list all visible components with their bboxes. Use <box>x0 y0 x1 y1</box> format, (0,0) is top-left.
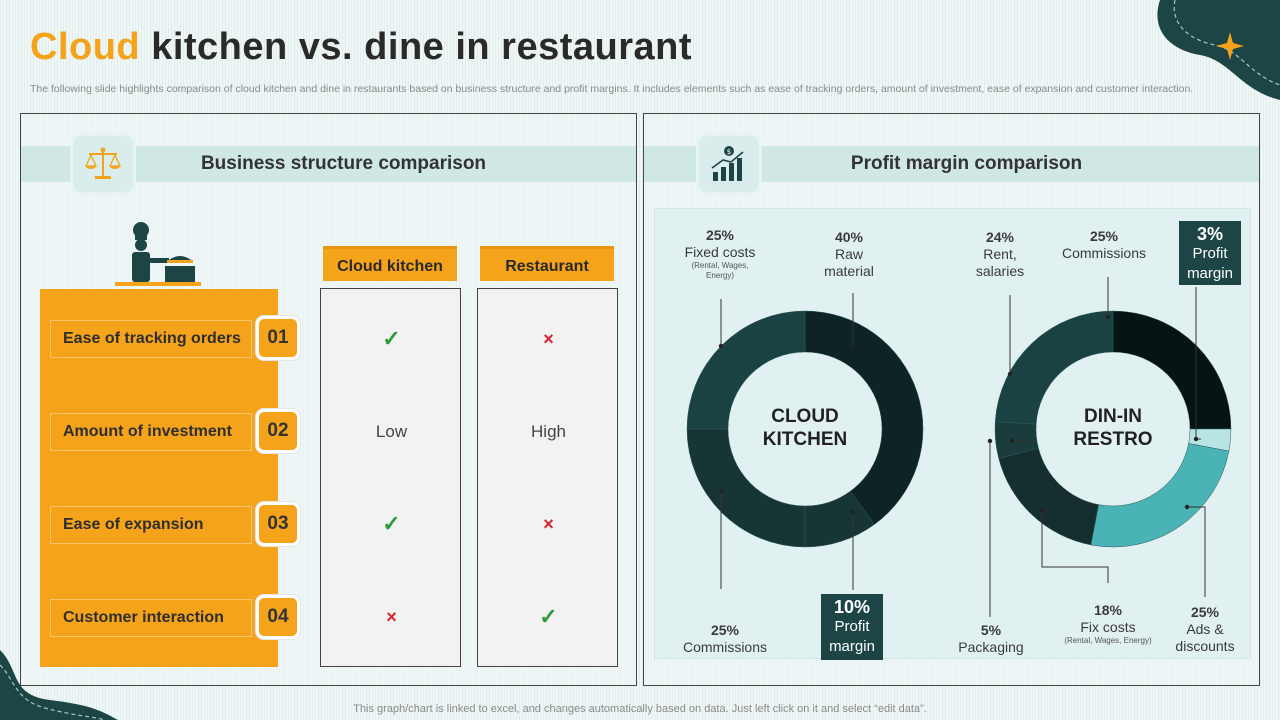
cell-cloud-4: × <box>321 607 462 628</box>
leader-line-11 <box>1187 506 1206 597</box>
label-dr-profit-margin: 3% Profit margin <box>1179 221 1241 285</box>
row-label-1: Ease of tracking orders <box>50 320 252 358</box>
cell-restaurant-1-mark: × <box>543 329 554 349</box>
label-dr-packaging: 5% Packaging <box>958 622 1024 655</box>
label-ck-raw-material: 40% Raw material <box>824 229 874 279</box>
center-label-din-in-restro: DIN-IN RESTRO <box>1073 406 1153 450</box>
corner-decoration-bottom <box>0 650 118 720</box>
label-dr-commissions: 25% Commissions <box>1061 228 1146 261</box>
chef-icon <box>115 222 201 286</box>
cell-cloud-4-mark: × <box>386 607 397 627</box>
label-ck-fixed-costs: 25% Fixed costs (Rental, Wages, Energy) <box>684 227 756 280</box>
donut-slice-1-2 <box>1090 443 1230 548</box>
center-label-cloud-kitchen: CLOUD KITCHEN <box>762 406 848 450</box>
row-number-4: 04 <box>256 595 300 639</box>
cell-cloud-1-mark: ✓ <box>382 326 401 351</box>
balance-scale-icon <box>84 147 122 179</box>
scale-icon-box <box>73 136 133 192</box>
restaurant-column: × High × ✓ <box>477 288 618 667</box>
cell-restaurant-4: ✓ <box>478 604 619 630</box>
page-title: Cloud kitchen vs. dine in restaurant <box>30 26 693 68</box>
cell-restaurant-2: High <box>478 422 619 442</box>
sparkle-icon <box>1216 32 1244 60</box>
business-structure-panel: Business structure comparison Ease of tr… <box>20 113 637 686</box>
column-header-restaurant: Restaurant <box>480 246 614 281</box>
cloud-kitchen-column: ✓ Low ✓ × <box>320 288 461 667</box>
donut-slice-0-3 <box>686 310 806 430</box>
row-label-3: Ease of expansion <box>50 506 252 544</box>
label-dr-ads-discounts: 25% Ads & discounts <box>1175 604 1235 654</box>
column-header-cloud-kitchen: Cloud kitchen <box>323 246 457 281</box>
label-ck-commissions: 25% Commissions <box>682 622 767 655</box>
leader-dot-9 <box>1039 508 1045 514</box>
row-number-1: 01 <box>256 316 300 360</box>
cell-cloud-3: ✓ <box>321 511 462 537</box>
donut-charts-svg <box>686 277 1232 617</box>
chart-icon-box: $ <box>699 136 759 192</box>
donut-charts-area: 25% Fixed costs (Rental, Wages, Energy) 4… <box>654 208 1251 660</box>
cell-restaurant-4-mark: ✓ <box>539 604 558 629</box>
growth-chart-icon: $ <box>711 146 744 181</box>
leader-dot-3 <box>850 509 856 515</box>
svg-text:$: $ <box>727 148 731 156</box>
cell-restaurant-3-mark: × <box>543 514 554 534</box>
leader-dot-0 <box>718 343 724 349</box>
donut-slice-1-3 <box>998 447 1099 546</box>
corner-decoration <box>1157 0 1280 100</box>
leader-dot-1 <box>850 343 856 349</box>
footer-note: This graph/chart is linked to excel, and… <box>353 703 927 715</box>
row-label-4: Customer interaction <box>50 599 252 637</box>
cell-restaurant-2-text: High <box>531 422 566 441</box>
donut-slice-0-0 <box>804 310 924 525</box>
leader-dot-10 <box>1184 504 1190 510</box>
label-dr-rent-salaries: 24% Rent, salaries <box>975 229 1025 279</box>
row-number-2: 02 <box>256 409 300 453</box>
cell-restaurant-1: × <box>478 329 619 350</box>
leader-dot-6 <box>1193 436 1199 442</box>
business-heading: Business structure comparison <box>200 153 487 174</box>
page-subtitle: The following slide highlights compariso… <box>30 83 1194 95</box>
label-dr-fix-costs: 18% Fix costs (Rental, Wages, Energy) <box>1064 602 1152 645</box>
profit-heading: Profit margin comparison <box>850 153 1083 174</box>
cell-cloud-1: ✓ <box>321 326 462 352</box>
cell-cloud-3-mark: ✓ <box>382 511 401 536</box>
leader-dot-5 <box>1105 314 1111 320</box>
leader-dot-7 <box>987 438 993 444</box>
cell-restaurant-3: × <box>478 514 619 535</box>
label-ck-profit-margin: 10% Profit margin <box>821 594 883 660</box>
profit-margin-panel: Profit margin comparison $ 25% Fixed cos… <box>643 113 1260 686</box>
leader-dot-8 <box>1009 438 1015 444</box>
leader-dot-4 <box>1007 371 1013 377</box>
row-label-2: Amount of investment <box>50 413 252 451</box>
leader-line-10 <box>1041 511 1109 583</box>
leader-dot-2 <box>718 488 724 494</box>
row-number-3: 03 <box>256 502 300 546</box>
cell-cloud-2-text: Low <box>375 422 408 441</box>
cell-cloud-2: Low <box>321 422 462 442</box>
